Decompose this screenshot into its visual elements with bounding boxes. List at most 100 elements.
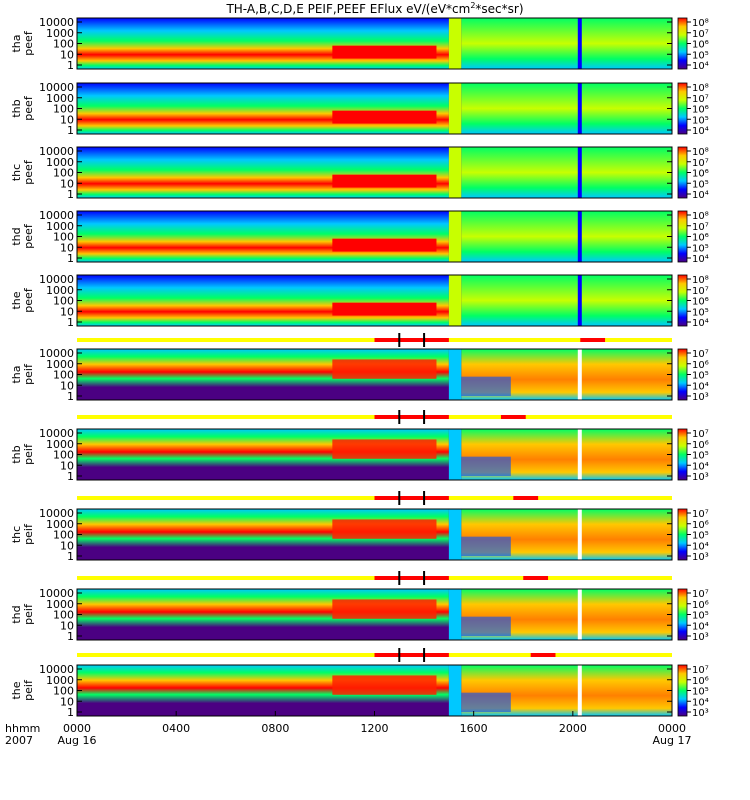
y-tick-label: 10000 [39, 273, 74, 286]
probe-label: the [10, 681, 23, 699]
spectrogram-transition [448, 147, 462, 198]
product-label: peef [22, 287, 35, 313]
spectrogram-band-late [461, 83, 672, 134]
y-tick-label: 1 [67, 550, 74, 563]
probe-label: thd [10, 605, 23, 623]
spectrogram-transition [448, 429, 462, 480]
colorbar-tick-label: 10⁴ [692, 461, 709, 472]
chart-title-sup: 2 [470, 1, 475, 10]
y-tick-label: 100 [53, 295, 74, 308]
colorbar-tick-label: 10³ [692, 632, 709, 643]
mode-bar [77, 571, 672, 585]
electron-plasma-sheet [332, 238, 437, 252]
colorbar-tick-label: 10³ [692, 708, 709, 719]
product-label: peef [22, 223, 35, 249]
probe-label: thb [10, 445, 23, 463]
mode-bar [77, 410, 672, 424]
colorbar-tick-label: 10⁸ [692, 147, 709, 158]
x-tick-label: 2000 [559, 722, 587, 735]
y-tick-label: 10 [60, 305, 74, 318]
colorbar-tick-label: 10³ [692, 552, 709, 563]
ion-low-energy [461, 536, 511, 556]
colorbar-tick-label: 10⁷ [692, 509, 709, 520]
probe-label: tha [10, 34, 23, 52]
ion-low-energy [461, 376, 511, 396]
product-label: peef [22, 30, 35, 56]
spectrogram-transition [448, 18, 462, 69]
colorbar-tick-label: 10⁵ [692, 531, 709, 542]
colorbar-tick-label: 10⁵ [692, 307, 709, 318]
colorbar-tick-label: 10⁶ [692, 676, 709, 687]
data-gap [577, 589, 582, 640]
colorbar-tick-label: 10⁴ [692, 621, 709, 632]
ion-plasma-sheet [332, 675, 437, 695]
y-tick-label: 100 [53, 231, 74, 244]
y-tick-label: 10000 [39, 16, 74, 29]
colorbar-tick-label: 10⁶ [692, 600, 709, 611]
y-tick-label: 10 [60, 539, 74, 552]
y-tick-label: 10000 [39, 347, 74, 360]
colorbar-tick-label: 10⁷ [692, 94, 709, 105]
y-tick-label: 10 [60, 177, 74, 190]
mode-bar-fast-late [580, 338, 606, 342]
data-gap [577, 275, 582, 326]
colorbar-tick-label: 10⁴ [692, 381, 709, 392]
spectrogram-band-early [77, 83, 449, 134]
mode-bar-fast [374, 415, 449, 419]
mode-bar-marker [398, 648, 401, 662]
colorbar [677, 348, 688, 401]
y-tick-label: 10000 [39, 427, 74, 440]
product-label: peif [22, 523, 35, 545]
y-tick-label: 1000 [46, 284, 74, 297]
spectrogram-band-early [77, 211, 449, 262]
spectrogram-transition [448, 83, 462, 134]
colorbar-tick-label: 10⁶ [692, 520, 709, 531]
product-label: peef [22, 95, 35, 121]
mode-bar-fast-late [530, 653, 556, 657]
colorbar [677, 588, 688, 641]
mode-bar-marker [423, 410, 426, 424]
spectrogram-band-late [461, 18, 672, 69]
y-tick-label: 10000 [39, 507, 74, 520]
spectrogram-transition [448, 665, 462, 716]
mode-bar [77, 333, 672, 347]
mode-bar-marker [398, 491, 401, 505]
colorbar-tick-label: 10⁷ [692, 665, 709, 676]
y-tick-label: 10 [60, 113, 74, 126]
colorbar-tick-label: 10⁶ [692, 40, 709, 51]
y-tick-label: 10000 [39, 587, 74, 600]
data-gap [577, 509, 582, 560]
colorbar-tick-label: 10⁴ [692, 126, 709, 137]
y-tick-label: 1000 [46, 518, 74, 531]
electron-plasma-sheet [332, 174, 437, 188]
mode-bar-fast-late [513, 496, 539, 500]
y-tick-label: 1 [67, 188, 74, 201]
y-tick-label: 100 [53, 529, 74, 542]
mode-bar-fast [374, 576, 449, 580]
date-label-start: Aug 16 [58, 734, 97, 747]
y-tick-label: 100 [53, 449, 74, 462]
data-gap [577, 429, 582, 480]
y-tick-label: 10000 [39, 663, 74, 676]
x-tick-label: 0000 [63, 722, 91, 735]
colorbar-tick-label: 10⁷ [692, 29, 709, 40]
colorbar [677, 274, 688, 327]
colorbar-tick-label: 10⁴ [692, 697, 709, 708]
y-tick-label: 1000 [46, 438, 74, 451]
probe-label: the [10, 291, 23, 309]
ion-plasma-sheet [332, 439, 437, 459]
colorbar-tick-label: 10⁶ [692, 440, 709, 451]
colorbar-tick-label: 10⁸ [692, 275, 709, 286]
spectrogram-band-early [77, 18, 449, 69]
x-tick-label: 1200 [361, 722, 389, 735]
colorbar-tick-label: 10⁴ [692, 318, 709, 329]
y-tick-label: 1 [67, 252, 74, 265]
spectrogram-transition [448, 509, 462, 560]
